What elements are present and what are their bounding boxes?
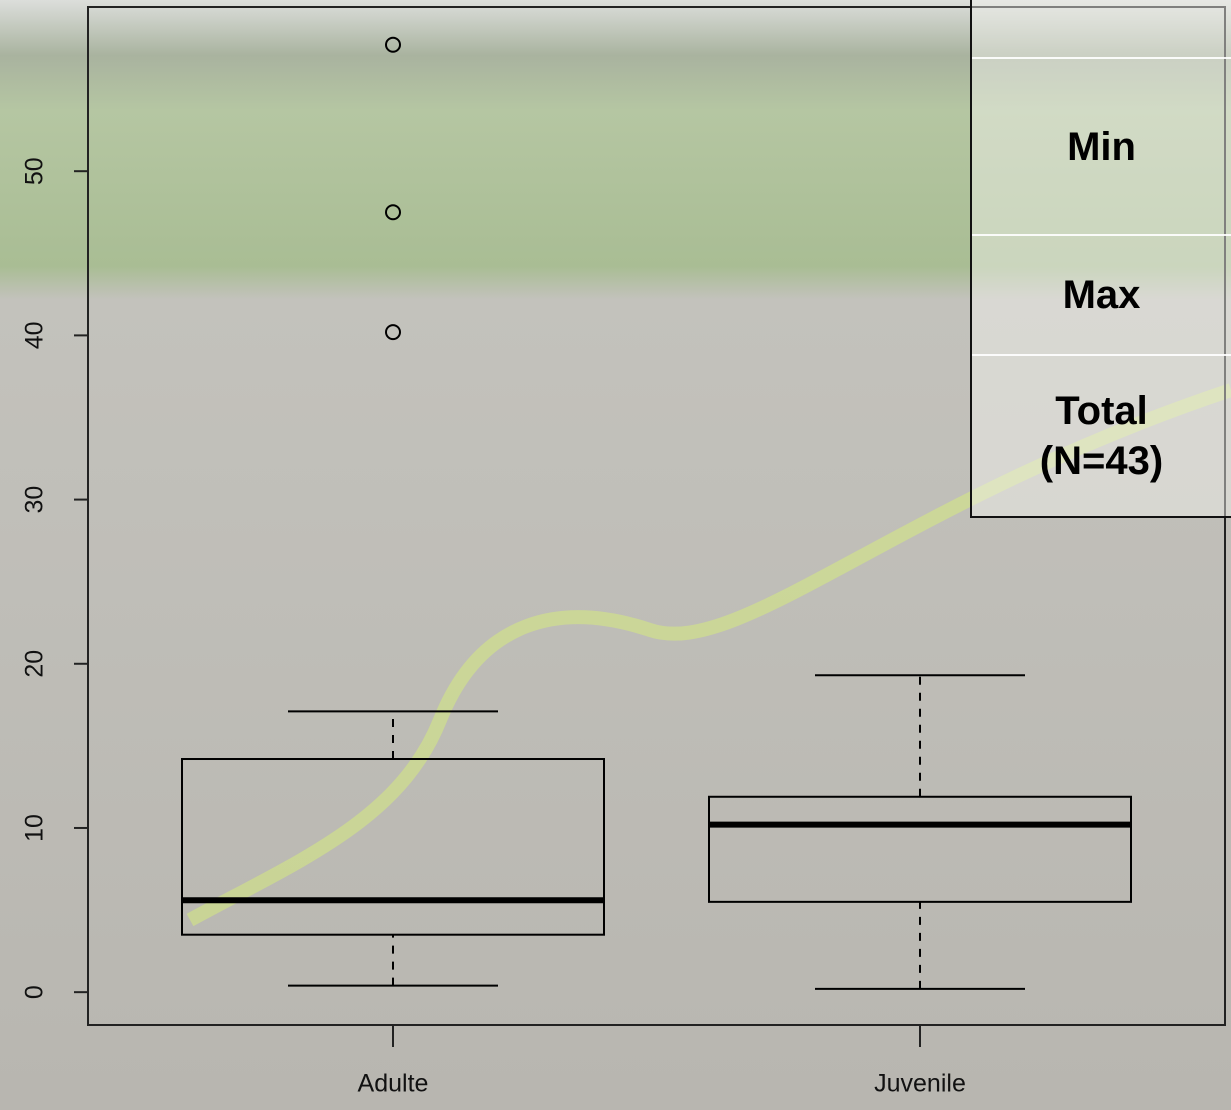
box [708, 795, 1132, 903]
y-tick-label: 10 [21, 814, 49, 842]
box [181, 758, 605, 936]
x-tick-label: Juvenile [874, 1070, 966, 1098]
y-tick-label: 40 [21, 321, 49, 349]
table-row: Min [972, 57, 1231, 234]
y-tick-label: 50 [21, 157, 49, 185]
outlier [385, 324, 401, 341]
y-tick-label: 0 [21, 985, 49, 999]
stats-table: Min Max Total (N=43) [970, 0, 1231, 518]
y-tick-label: 30 [21, 486, 49, 514]
table-row: Total (N=43) [972, 354, 1231, 516]
y-tick-label: 20 [21, 650, 49, 678]
table-row: Max [972, 234, 1231, 354]
table-row [972, 0, 1231, 57]
outlier [385, 204, 401, 221]
outlier [385, 36, 401, 53]
x-tick-label: Adulte [358, 1070, 429, 1098]
background-trail [186, 383, 1231, 927]
